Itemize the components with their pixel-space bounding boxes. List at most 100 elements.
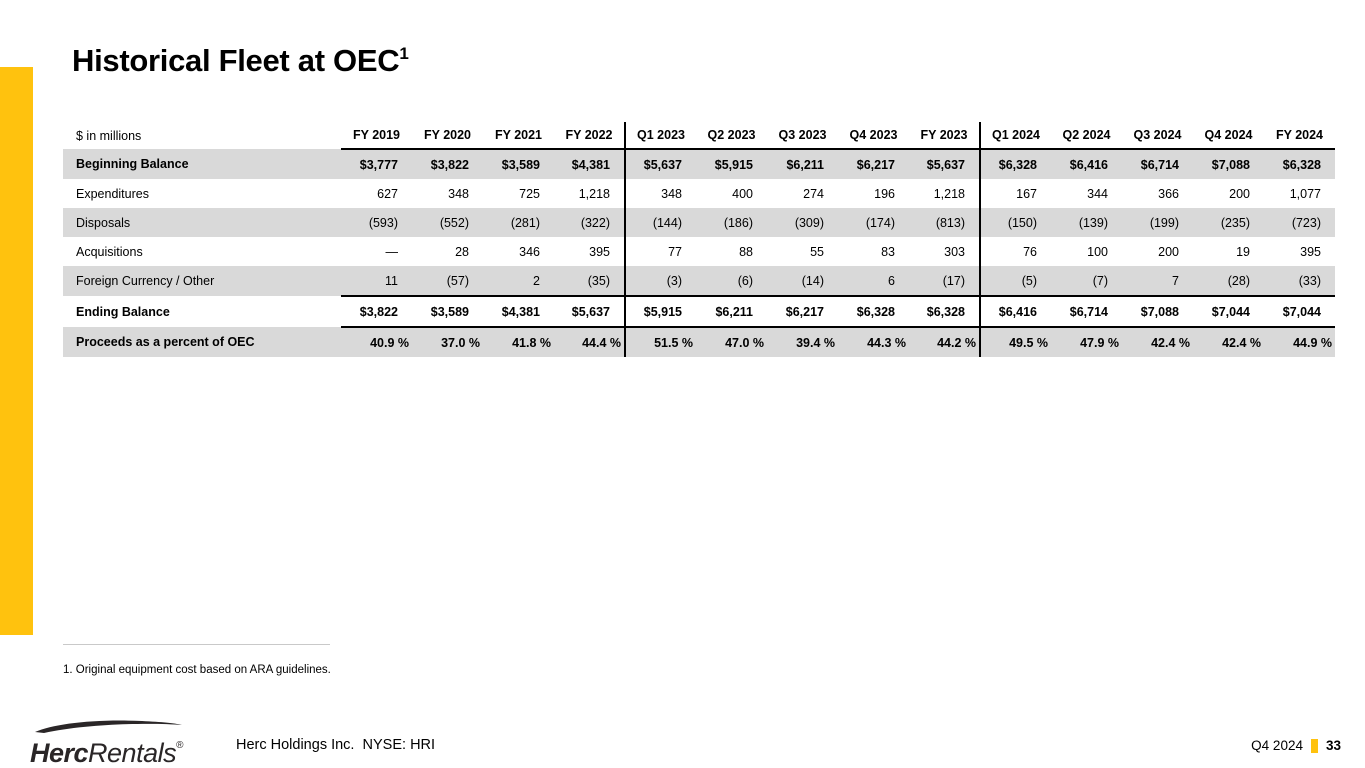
cell-value: $6,714: [1140, 157, 1179, 172]
cell-value: 51.5 %: [624, 327, 696, 357]
cell-value: (6): [696, 266, 767, 297]
cell-value: $7,044: [1193, 296, 1264, 328]
cell-value: 400: [732, 186, 753, 201]
column-header: Q3 2023: [767, 122, 838, 150]
table-row: Expenditures 627 348 725 1,218 348 400 274 196 1,…: [63, 179, 1335, 208]
column-header: Q1 2023: [624, 122, 696, 150]
cell-value: —: [385, 244, 399, 259]
column-header: Q2 2023: [696, 122, 767, 150]
cell-value: 39.4 %: [796, 335, 835, 350]
fleet-table-container: $ in millions FY 2019 FY 2020 FY 2021 FY 202…: [63, 122, 1335, 357]
cell-value: (14): [767, 266, 838, 297]
cell-value: $3,589: [412, 296, 483, 328]
cell-value: (139): [1078, 215, 1108, 230]
cell-value: 1,218: [578, 186, 610, 201]
column-header: FY 2020: [412, 122, 483, 150]
cell-value: 7: [1122, 266, 1193, 297]
cell-value: 76: [979, 237, 1051, 266]
cell-value: 40.9 %: [370, 335, 409, 350]
cell-value: $5,637: [624, 149, 696, 179]
cell-value: 1,077: [1289, 186, 1321, 201]
cell-value: $3,822: [430, 157, 469, 172]
cell-value: $6,328: [1282, 157, 1321, 172]
table-body: Beginning Balance $3,777 $3,822 $3,589 $4,38…: [63, 149, 1335, 357]
cell-value: 725: [519, 186, 540, 201]
column-header: FY 2019: [341, 122, 412, 150]
fleet-table: $ in millions FY 2019 FY 2020 FY 2021 FY 202…: [63, 122, 1335, 357]
cell-value: 627: [377, 186, 398, 201]
cell-value: (322): [580, 215, 610, 230]
cell-value: 47.0 %: [725, 335, 764, 350]
cell-value: $7,088: [1122, 296, 1193, 328]
cell-value: 348: [624, 179, 696, 208]
cell-value: (813): [935, 215, 965, 230]
column-header: FY 2022: [554, 122, 625, 150]
cell-value: (17): [909, 266, 980, 297]
table-row: Beginning Balance $3,777 $3,822 $3,589 $4,38…: [63, 149, 1335, 179]
cell-value: $6,217: [856, 157, 895, 172]
cell-value: (174): [865, 215, 895, 230]
cell-value: (28): [1193, 266, 1264, 297]
row-label: Foreign Currency / Other: [76, 274, 215, 288]
cell-value: 2: [483, 266, 554, 297]
table-row: Ending Balance $3,822 $3,589 $4,381 $5,637 $5…: [63, 296, 1335, 328]
cell-value: $5,637: [554, 296, 625, 328]
table-row: Proceeds as a percent of OEC 40.9 % 37.0 %…: [63, 327, 1335, 357]
page-title-text: Historical Fleet at OEC: [72, 42, 400, 78]
table-row: Disposals (593) (552) (281) (322) (144) (186) (…: [63, 208, 1335, 237]
cell-value: 100: [1087, 244, 1108, 259]
cell-value: 274: [803, 186, 824, 201]
cell-value: 77: [624, 237, 696, 266]
column-header: Q3 2024: [1122, 122, 1193, 150]
logo-text-herc: Herc: [30, 738, 89, 768]
footer-page-info: Q4 2024 33: [1251, 738, 1341, 753]
cell-value: 395: [1300, 244, 1321, 259]
table-header-row: $ in millions FY 2019 FY 2020 FY 2021 FY 202…: [63, 122, 1335, 150]
accent-sidebar: [0, 67, 33, 635]
cell-value: (150): [979, 208, 1051, 237]
column-header: Q4 2024: [1193, 122, 1264, 150]
cell-value: $6,328: [909, 296, 980, 328]
cell-value: $4,381: [483, 296, 554, 328]
herc-rentals-logo: HercRentals®: [30, 720, 190, 768]
cell-value: $6,416: [1069, 157, 1108, 172]
row-label: Acquisitions: [76, 244, 143, 259]
unit-label: $ in millions: [76, 128, 142, 143]
cell-value: 366: [1158, 186, 1179, 201]
cell-value: 88: [739, 244, 753, 259]
cell-value: 47.9 %: [1080, 335, 1119, 350]
row-label: Proceeds as a percent of OEC: [76, 335, 255, 349]
cell-value: 44.4 %: [582, 335, 621, 350]
cell-value: 395: [589, 244, 610, 259]
cell-value: $5,915: [714, 157, 753, 172]
cell-value: $7,088: [1211, 157, 1250, 172]
footnote-divider: [63, 644, 330, 645]
table-row: Foreign Currency / Other 11 (57) 2 (35) (3) (6…: [63, 266, 1335, 297]
row-label: Ending Balance: [76, 304, 170, 319]
cell-value: 200: [1229, 186, 1250, 201]
cell-value: (281): [510, 215, 540, 230]
footnote-text: 1. Original equipment cost based on ARA …: [63, 664, 331, 676]
cell-value: $6,328: [979, 149, 1051, 179]
cell-value: $6,416: [979, 296, 1051, 328]
logo-text-rentals: Rentals: [88, 738, 177, 768]
table-row: Acquisitions — 28 346 395 77 88 55 83 303 76 100 200…: [63, 237, 1335, 266]
cell-value: $3,822: [341, 296, 412, 328]
cell-value: 28: [455, 244, 469, 259]
cell-value: 1,218: [933, 186, 965, 201]
cell-value: 19: [1236, 244, 1250, 259]
cell-value: $6,217: [767, 296, 838, 328]
cell-value: (5): [979, 266, 1051, 297]
cell-value: (57): [412, 266, 483, 297]
logo-swoosh-icon: [35, 720, 182, 733]
cell-value: $5,915: [624, 296, 696, 328]
cell-value: $3,589: [501, 157, 540, 172]
title-footnote-superscript: 1: [399, 43, 409, 63]
cell-value: 344: [1087, 186, 1108, 201]
row-label: Disposals: [76, 215, 131, 230]
cell-value: 44.2 %: [937, 335, 976, 350]
logo-wordmark: HercRentals®: [30, 733, 190, 768]
footer-company-text: Herc Holdings Inc. NYSE: HRI: [236, 737, 436, 753]
column-header: FY 2024: [1264, 122, 1335, 150]
cell-value: 346: [519, 244, 540, 259]
